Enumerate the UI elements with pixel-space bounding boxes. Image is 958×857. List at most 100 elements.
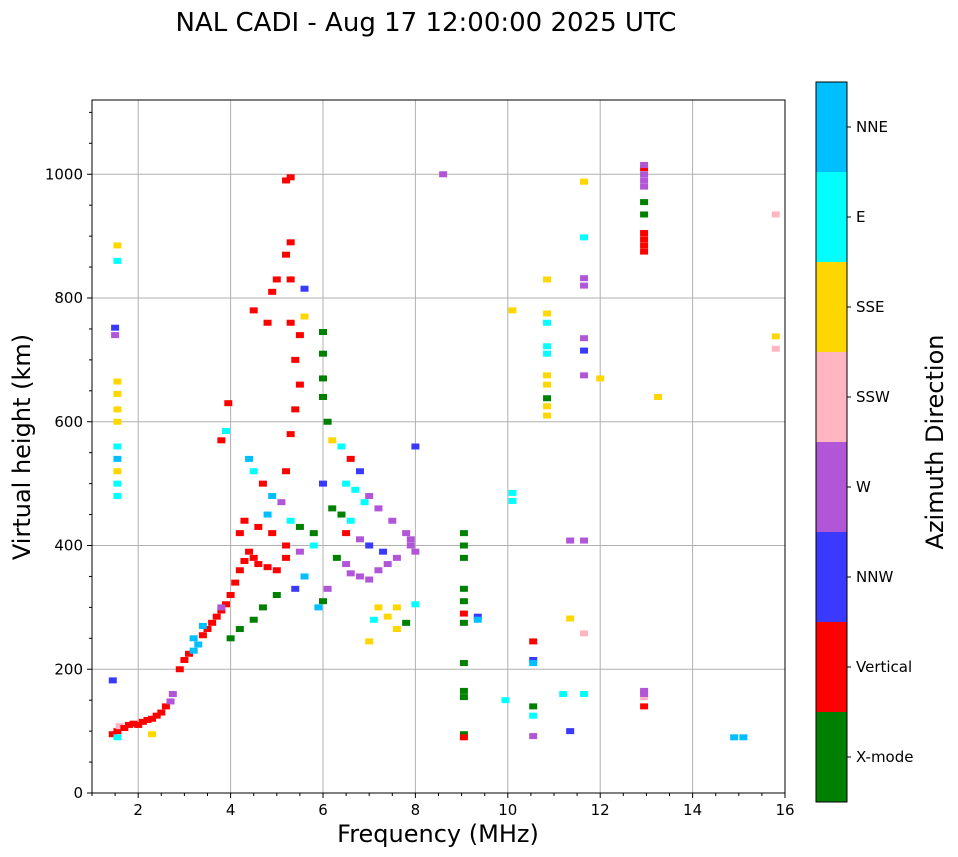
data-point-vertical	[342, 530, 351, 537]
data-point-vertical	[282, 468, 291, 475]
data-point-w	[411, 548, 420, 555]
data-point-sse	[543, 372, 552, 379]
data-point-x-mode	[459, 619, 468, 626]
data-point-nnw	[300, 285, 309, 292]
data-point-vertical	[640, 236, 649, 243]
data-point-w	[580, 275, 589, 282]
colorbar-swatch-nnw	[816, 532, 847, 622]
x-tick-label: 10	[498, 801, 517, 819]
plot-frame	[91, 99, 786, 794]
data-point-vertical	[217, 607, 226, 614]
data-point-w	[388, 517, 397, 524]
data-point-sse	[543, 310, 552, 317]
data-point-vertical	[221, 601, 230, 608]
x-tick-label: 12	[591, 801, 610, 819]
data-point-e	[543, 350, 552, 357]
data-point-w	[640, 691, 649, 697]
data-point-vertical	[291, 406, 300, 413]
data-point-vertical	[282, 177, 291, 184]
data-point-x-mode	[337, 511, 346, 518]
x-tick-label: 4	[226, 801, 236, 819]
data-point-x-mode	[332, 554, 341, 561]
data-point-x-mode	[295, 523, 304, 530]
data-point-nnw	[108, 677, 117, 684]
data-point-vertical	[282, 251, 291, 258]
data-point-nnw	[529, 656, 538, 663]
data-point-nne	[473, 616, 482, 623]
data-point-sse	[113, 242, 122, 249]
colorbar-swatch-sse	[816, 262, 847, 352]
colorbar-swatch-e	[816, 172, 847, 262]
data-point-e	[113, 480, 122, 487]
data-point-w	[383, 561, 392, 568]
data-point-vertical	[286, 276, 295, 283]
data-point-w	[580, 335, 589, 342]
x-tick-label: 8	[411, 801, 421, 819]
data-point-x-mode	[402, 619, 411, 626]
data-point-x-mode	[459, 530, 468, 537]
data-point-nnw	[379, 548, 388, 555]
data-point-sse	[543, 276, 552, 283]
data-point-x-mode	[459, 585, 468, 592]
data-point-vertical	[134, 721, 143, 728]
y-tick-label: 400	[54, 537, 83, 555]
data-point-e	[351, 486, 360, 493]
data-point-x-mode	[529, 703, 538, 710]
data-point-vertical	[198, 632, 207, 639]
data-point-vertical	[208, 619, 217, 626]
data-point-x-mode	[319, 329, 327, 336]
data-point-vertical	[640, 230, 649, 237]
data-point-vertical	[249, 554, 258, 561]
data-point-vertical	[212, 613, 221, 620]
colorbar-swatch-x-mode	[816, 712, 847, 802]
data-point-nne	[529, 660, 538, 667]
data-point-e	[346, 517, 355, 524]
data-point-vertical	[203, 626, 212, 633]
data-point-e	[113, 734, 122, 741]
data-point-e	[501, 697, 510, 704]
data-point-nnw	[473, 613, 482, 620]
data-point-e	[113, 257, 122, 264]
data-point-w	[168, 691, 177, 697]
data-point-sse	[543, 381, 552, 388]
data-point-nne	[314, 604, 323, 611]
data-point-vertical	[286, 431, 295, 438]
data-point-w	[566, 537, 575, 544]
data-point-w	[355, 536, 364, 543]
data-point-e	[113, 443, 122, 450]
x-tick-label: 16	[775, 801, 794, 819]
data-point-x-mode	[319, 394, 327, 400]
data-point-w	[640, 687, 649, 694]
data-point-vertical	[295, 332, 304, 339]
data-point-vertical	[157, 709, 166, 716]
data-point-w	[640, 171, 649, 178]
colorbar-swatch-w	[816, 442, 847, 532]
data-point-vertical	[258, 480, 267, 487]
data-point-vertical	[286, 174, 295, 181]
data-point-nne	[198, 622, 207, 629]
data-point-e	[580, 691, 589, 697]
data-point-e	[249, 468, 258, 475]
data-point-ssw	[640, 694, 649, 701]
data-point-sse	[383, 613, 392, 620]
data-point-w	[355, 573, 364, 580]
data-point-vertical	[529, 638, 538, 645]
data-point-vertical	[240, 517, 249, 524]
y-tick-label: 800	[54, 289, 83, 307]
data-point-w	[374, 505, 383, 512]
data-point-nne	[194, 641, 203, 648]
data-point-w	[166, 698, 175, 705]
data-point-sse	[365, 638, 374, 645]
data-point-w	[640, 183, 649, 190]
colorbar-swatch-nne	[816, 82, 847, 172]
data-point-vertical	[282, 542, 291, 549]
colorbar-swatch-vertical	[816, 622, 847, 712]
data-point-nnw	[411, 443, 420, 450]
data-point-x-mode	[459, 554, 468, 561]
data-point-ssw	[580, 630, 589, 637]
colorbar-label: Azimuth Direction	[921, 335, 949, 550]
data-point-sse	[392, 626, 401, 633]
data-point-vertical	[249, 307, 258, 314]
data-point-sse	[771, 333, 780, 340]
